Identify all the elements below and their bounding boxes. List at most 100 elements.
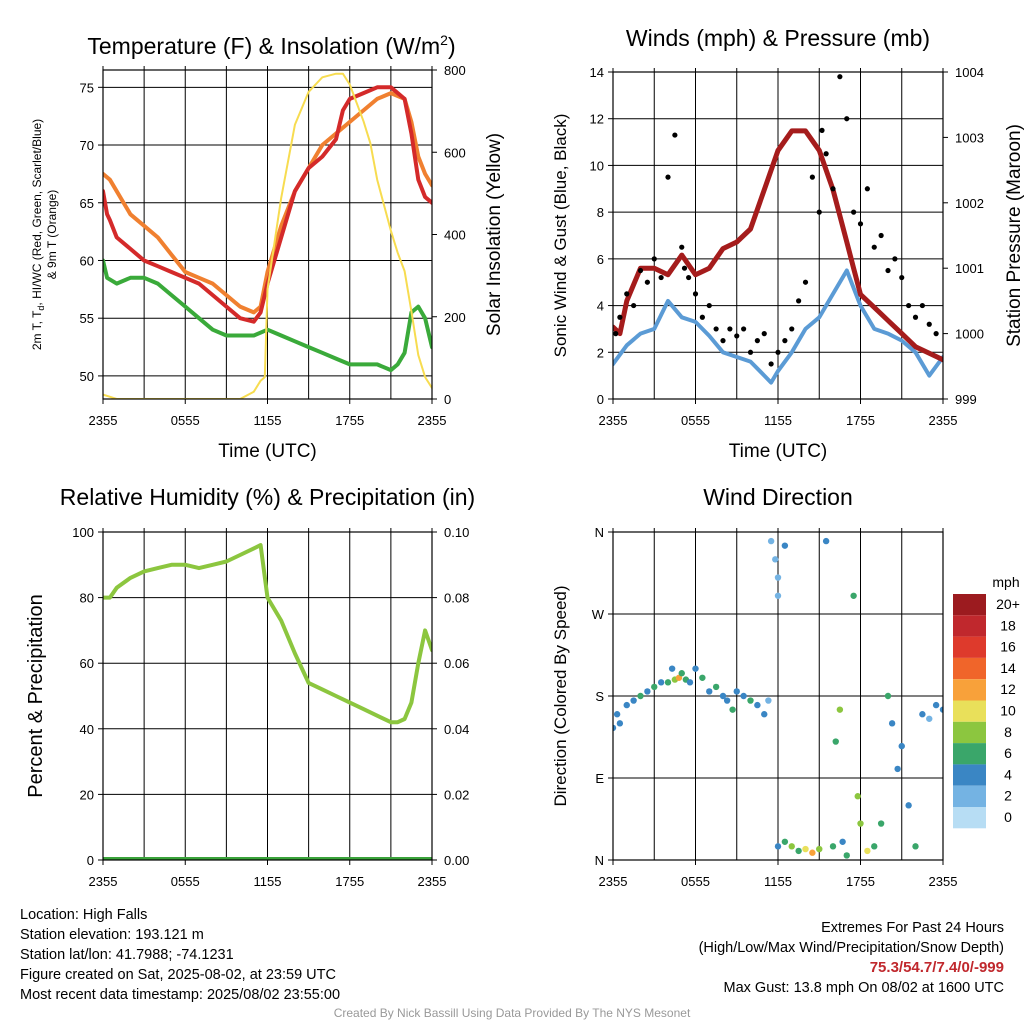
y-tick-label-left: 75 xyxy=(80,80,94,95)
direction-point xyxy=(767,537,775,545)
gust-point xyxy=(727,326,733,332)
gust-point xyxy=(899,274,905,281)
y-tick-label-left: S xyxy=(595,689,604,704)
x-tick-label: 2355 xyxy=(89,874,118,889)
gust-point xyxy=(844,116,850,122)
direction-point xyxy=(765,697,772,704)
station-info: Location: High Falls Station elevation: … xyxy=(20,905,340,1005)
legend-label: 18 xyxy=(1000,617,1016,633)
direction-point xyxy=(774,574,782,581)
y-tick-label-left: 40 xyxy=(80,722,94,737)
direction-point xyxy=(772,556,779,563)
direction-point xyxy=(712,683,720,691)
y-tick-label-right: 999 xyxy=(955,392,977,407)
direction-point xyxy=(912,843,919,850)
x-tick-label: 1155 xyxy=(764,874,792,889)
direction-point xyxy=(864,847,871,855)
gust-point xyxy=(926,321,932,327)
plot-frame xyxy=(612,531,944,861)
chart-title: Relative Humidity (%) & Precipitation (i… xyxy=(60,484,475,510)
direction-point xyxy=(926,715,933,722)
direction-point xyxy=(857,820,864,827)
dewpoint-line xyxy=(103,258,432,373)
legend-swatch xyxy=(953,764,986,786)
gust-point xyxy=(809,174,815,180)
y-axis-label-right: Station Pressure (Maroon) xyxy=(1004,124,1024,347)
gust-point xyxy=(631,302,637,309)
y-tick-label-left: 0 xyxy=(597,392,604,407)
extremes-subtitle: (High/Low/Max Wind/Precipitation/Snow De… xyxy=(698,940,1004,956)
chart-title: Winds (mph) & Pressure (mb) xyxy=(626,25,930,51)
y-axis-label-subscript: d xyxy=(36,306,46,311)
y-tick-label-left: E xyxy=(595,771,604,786)
y-tick-label-left: 2 xyxy=(597,345,604,360)
legend-label: 16 xyxy=(1000,639,1016,655)
y-tick-label-right: 600 xyxy=(444,145,466,160)
y-tick-label-right: 0.10 xyxy=(444,525,469,540)
direction-point xyxy=(719,692,727,700)
direction-point xyxy=(637,692,644,700)
pressure-line xyxy=(613,128,943,363)
chart-title-main: Temperature (F) & Insolation (W/m xyxy=(87,33,440,59)
legend-swatch xyxy=(953,807,986,829)
legend-label: 2 xyxy=(1004,788,1012,804)
chart-title: Temperature (F) & Insolation (W/m2) xyxy=(87,32,455,59)
x-tick-label: 1155 xyxy=(764,413,792,428)
x-tick-label: 0555 xyxy=(681,874,710,889)
chart-title: Wind Direction xyxy=(703,484,853,510)
gust-point xyxy=(741,326,747,332)
station-latlon: Station lat/lon: 41.7988; -74.1231 xyxy=(20,947,234,963)
gust-point xyxy=(692,291,699,297)
direction-point xyxy=(854,793,861,800)
direction-point xyxy=(898,742,905,750)
x-axis-label: Time (UTC) xyxy=(729,441,828,462)
x-tick-label: 1155 xyxy=(254,874,282,889)
gust-point xyxy=(706,302,712,309)
legend-label: 20+ xyxy=(996,596,1020,612)
gust-point xyxy=(816,209,822,215)
y-tick-label-left: 50 xyxy=(80,369,94,384)
direction-point xyxy=(651,683,658,691)
y-tick-label-left: 60 xyxy=(80,656,94,671)
gust-point xyxy=(878,232,884,239)
y-tick-label-right: 1000 xyxy=(955,327,984,342)
y-axis-label-left-line2: & 9m T (Orange) xyxy=(45,190,59,280)
gust-point xyxy=(686,274,692,281)
y-axis-label-right: Solar Insolation (Yellow) xyxy=(484,133,505,336)
y-tick-label-left: 55 xyxy=(80,311,94,326)
direction-point xyxy=(723,697,731,704)
gust-point xyxy=(885,267,891,274)
gust-point xyxy=(617,314,623,320)
gust-point xyxy=(747,349,754,355)
speed-legend: mph 20+ 18 16 14 12 10 8 6 4 2 0 xyxy=(953,574,1020,829)
x-tick-label: 2355 xyxy=(418,413,447,428)
extremes-title: Extremes For Past 24 Hours xyxy=(821,920,1004,936)
y-tick-label-left: 8 xyxy=(597,205,604,220)
direction-point xyxy=(832,738,839,745)
y-tick-label-left: 20 xyxy=(80,787,94,802)
gust-point xyxy=(823,151,829,157)
gust-point xyxy=(761,331,767,337)
direction-point xyxy=(630,697,637,704)
direction-point xyxy=(613,711,621,718)
legend-label: 0 xyxy=(1004,809,1012,825)
y-tick-label-right: 1002 xyxy=(955,196,984,211)
legend-swatch xyxy=(953,743,986,765)
legend-label: 10 xyxy=(1000,703,1016,719)
gust-point xyxy=(713,326,719,332)
gust-point xyxy=(802,279,809,285)
gust-point xyxy=(672,132,678,138)
direction-point xyxy=(939,706,943,713)
direction-point xyxy=(657,679,665,686)
legend-swatch xyxy=(953,785,986,807)
plot-frame xyxy=(102,531,433,861)
direction-point xyxy=(884,692,892,700)
y-tick-label-left: N xyxy=(595,525,604,540)
x-tick-label: 0555 xyxy=(171,874,200,889)
direction-point xyxy=(692,665,699,672)
y-tick-label-right: 0.08 xyxy=(444,591,469,606)
y-tick-label-left: 0 xyxy=(87,853,94,868)
direction-point xyxy=(686,679,694,686)
direction-point xyxy=(644,688,651,695)
gust-point xyxy=(933,331,939,337)
